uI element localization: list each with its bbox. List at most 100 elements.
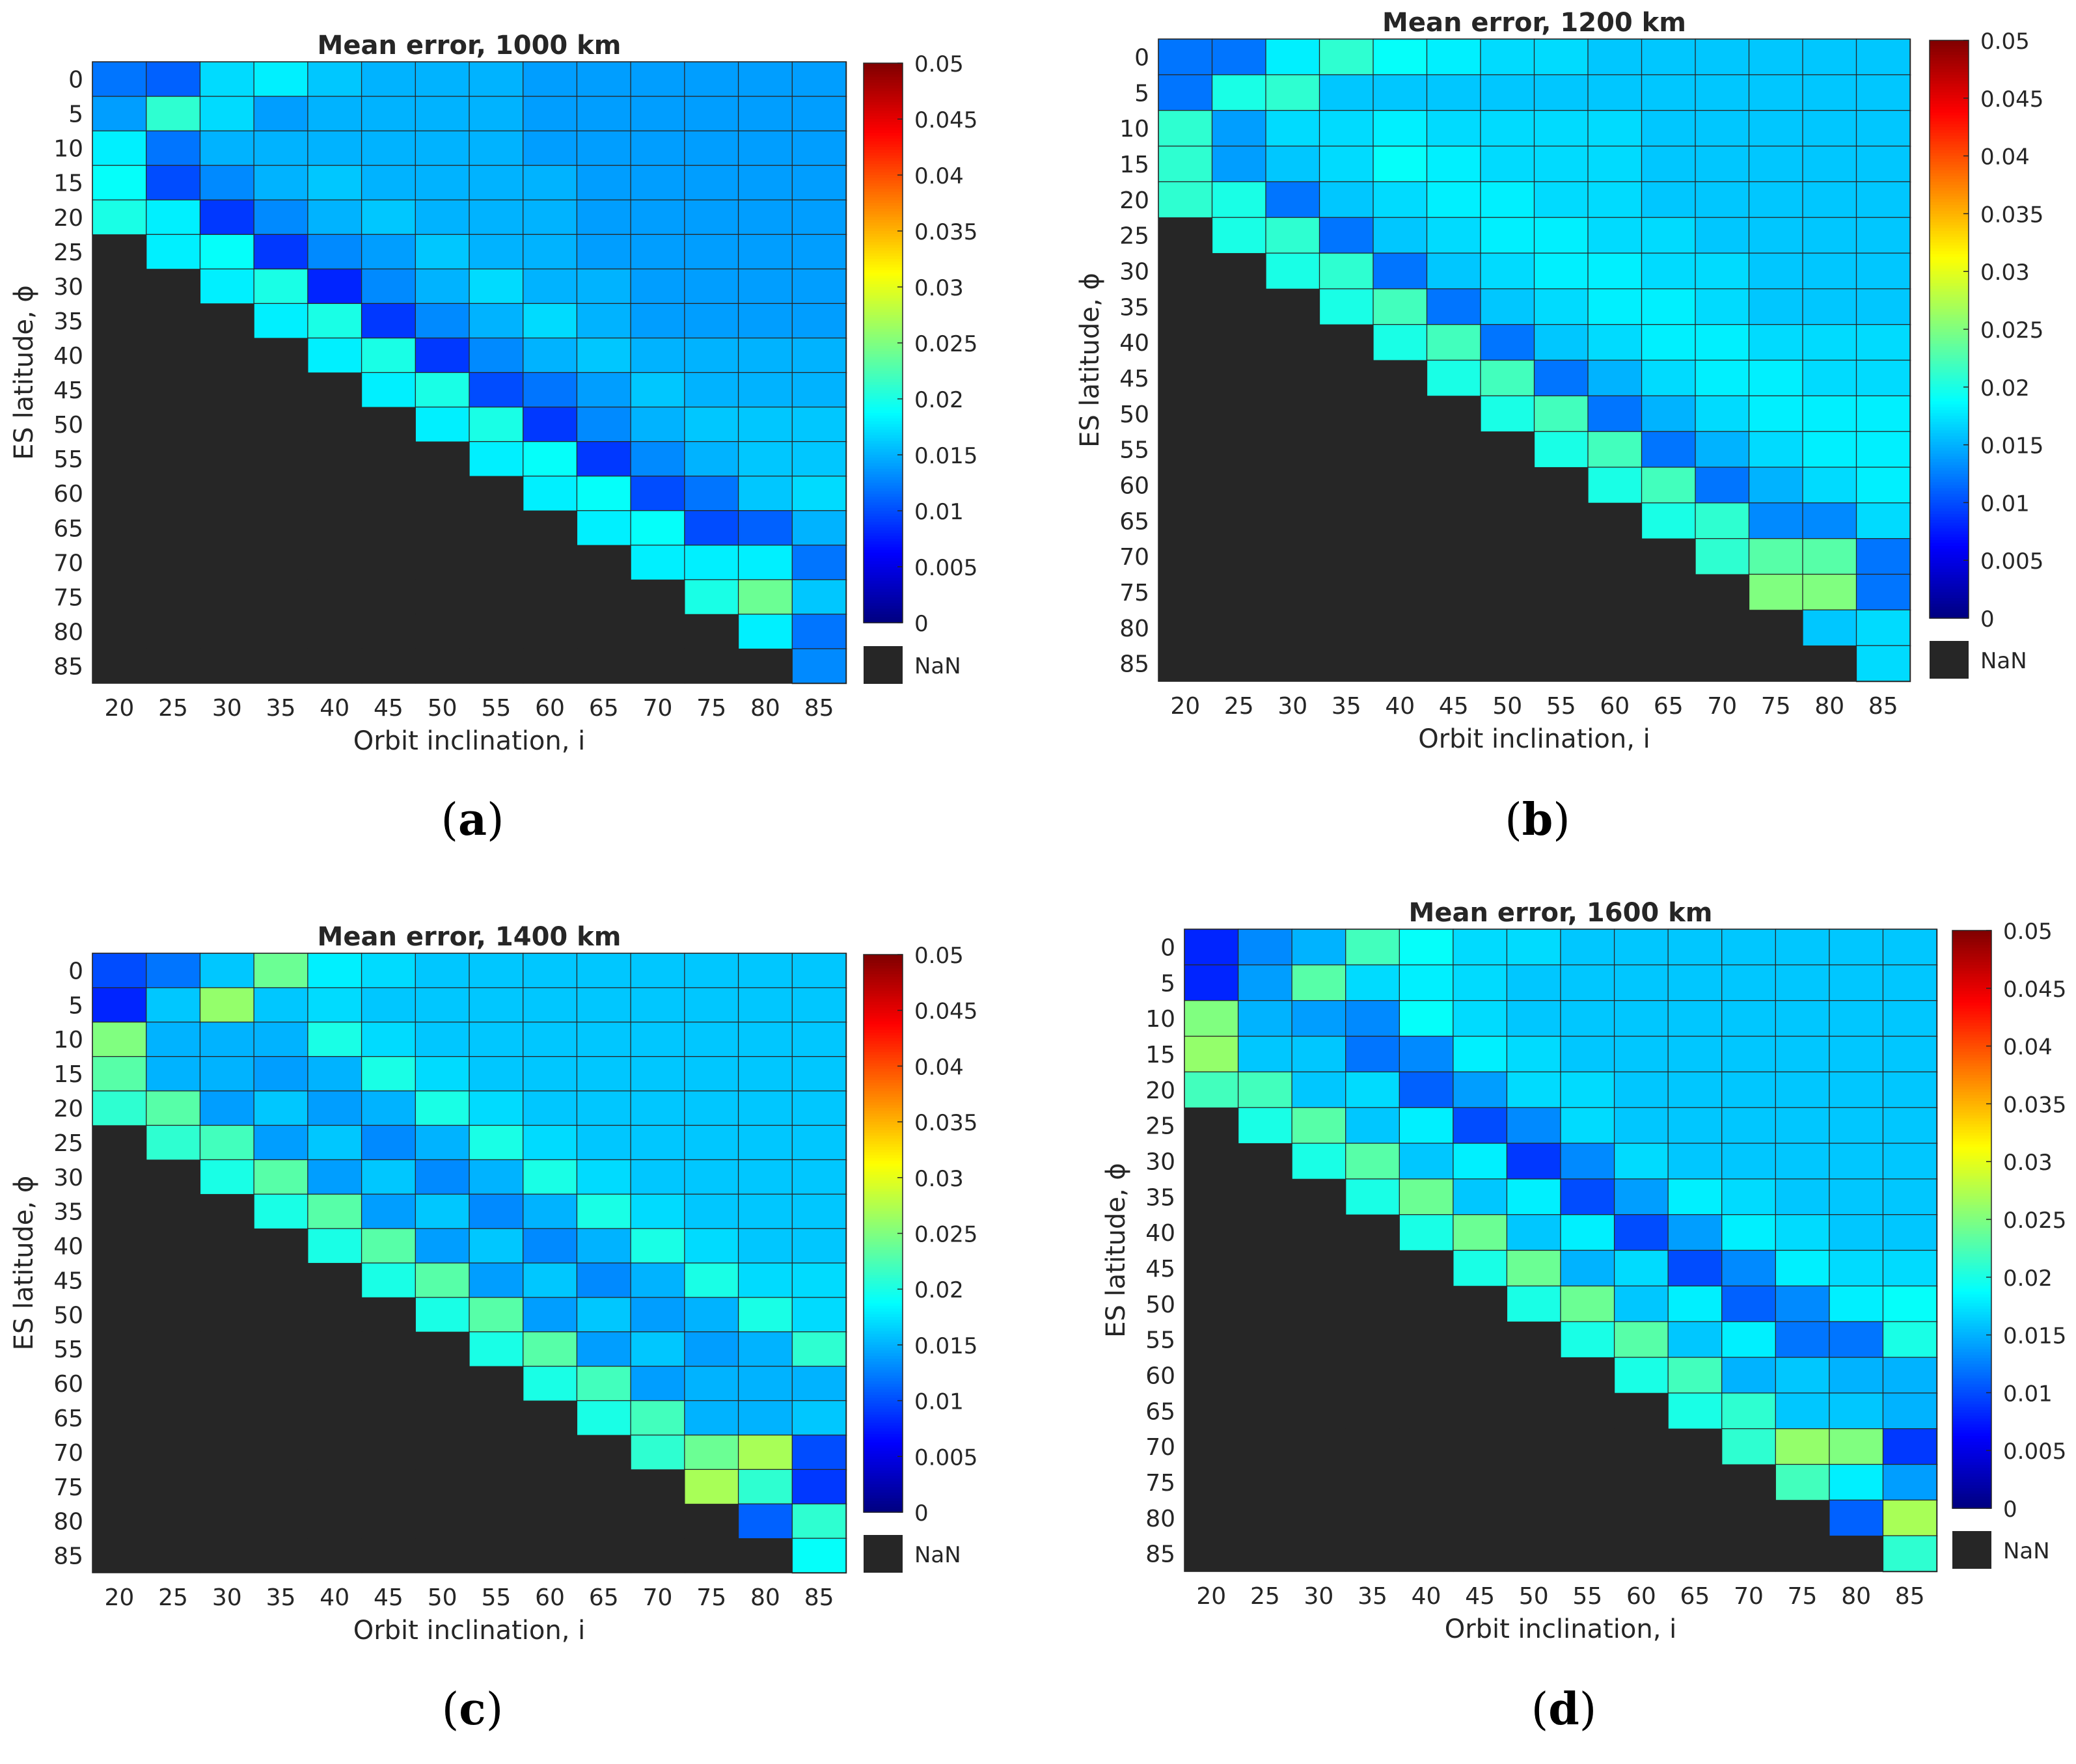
- heatmap-cell: [1560, 1214, 1615, 1251]
- colorbar-step: [864, 301, 903, 305]
- colorbar-step: [1930, 159, 1969, 163]
- heatmap-cell-nan: [1184, 1214, 1239, 1251]
- colorbar-step: [1930, 274, 1969, 278]
- x-tick-label: 30: [1304, 1583, 1334, 1610]
- heatmap-cell: [1721, 1000, 1777, 1037]
- heatmap-cell-nan: [577, 1504, 631, 1539]
- heatmap-cell: [1855, 110, 1911, 147]
- heatmap-cell: [1748, 395, 1804, 433]
- heatmap-cell: [1882, 1178, 1938, 1215]
- colorbar-step: [864, 284, 903, 288]
- heatmap-cell-nan: [200, 1194, 254, 1229]
- heatmap-cell: [523, 1331, 578, 1367]
- heatmap-cell: [1211, 145, 1267, 183]
- heatmap-cell: [146, 1056, 201, 1092]
- x-axis-label: Orbit inclination, i: [1445, 1614, 1677, 1644]
- heatmap-cell-nan: [1775, 1500, 1830, 1536]
- colorbar-step: [1952, 1294, 1991, 1298]
- heatmap-cell: [199, 1056, 255, 1092]
- heatmap-cell-nan: [1641, 574, 1696, 610]
- panel-caption: (b): [1505, 794, 1570, 846]
- heatmap-cell: [469, 406, 524, 442]
- colorbar-tick-label: 0.05: [914, 943, 964, 969]
- colorbar-tick-label: 0.035: [2003, 1092, 2066, 1118]
- heatmap-cell-nan: [307, 1400, 362, 1436]
- colorbar-step: [864, 474, 903, 478]
- colorbar-step: [864, 1476, 903, 1480]
- heatmap-cell-nan: [307, 510, 362, 546]
- heatmap-cell-nan: [254, 1538, 308, 1573]
- heatmap-cell: [307, 337, 362, 373]
- heatmap-cell: [1373, 38, 1428, 76]
- colorbar-step: [864, 385, 903, 388]
- colorbar-step: [864, 1506, 903, 1510]
- heatmap-cell: [1426, 288, 1482, 325]
- heatmap-cell: [1480, 359, 1535, 397]
- colorbar-step: [864, 1063, 903, 1067]
- colorbar-step: [864, 1470, 903, 1474]
- heatmap-cell: [523, 953, 578, 989]
- colorbar-step: [1930, 482, 1969, 486]
- colorbar-step: [1952, 1395, 1991, 1400]
- colorbar-step: [864, 1071, 903, 1076]
- y-tick-label: 10: [1119, 116, 1149, 142]
- heatmap-cell-nan: [361, 1400, 416, 1436]
- heatmap-cell-nan: [469, 510, 524, 546]
- heatmap-cell-nan: [307, 1538, 362, 1573]
- heatmap-cell: [1345, 1035, 1400, 1073]
- colorbar-step: [864, 1060, 903, 1064]
- heatmap-cell-nan: [1238, 1392, 1292, 1430]
- colorbar-step: [864, 1107, 903, 1111]
- colorbar-step: [1952, 1433, 1991, 1437]
- colorbar-step: [1952, 1256, 1991, 1260]
- colorbar-step: [864, 91, 903, 95]
- heatmap-cell: [307, 1159, 362, 1195]
- heatmap-cell-nan: [254, 372, 308, 408]
- colorbar-step: [864, 1110, 903, 1115]
- colorbar-step: [864, 424, 903, 427]
- colorbar-step: [864, 329, 903, 332]
- colorbar-step: [864, 973, 903, 978]
- colorbar-step: [1952, 1043, 1991, 1047]
- colorbar-step: [864, 203, 903, 207]
- heatmap-cell: [1695, 217, 1750, 254]
- heatmap-cell: [1318, 74, 1374, 111]
- heatmap-cell: [1587, 38, 1643, 76]
- heatmap-cell: [1480, 38, 1535, 76]
- heatmap-cell: [576, 476, 632, 511]
- heatmap-cell: [1748, 288, 1804, 325]
- heatmap-cell: [1882, 1071, 1938, 1109]
- colorbar-step: [864, 1266, 903, 1270]
- heatmap-cell: [1506, 1143, 1562, 1180]
- heatmap-cell-nan: [577, 1469, 631, 1504]
- y-tick-label: 30: [1145, 1148, 1175, 1175]
- heatmap-cell: [1775, 1035, 1831, 1073]
- heatmap-cell-nan: [1319, 396, 1374, 432]
- heatmap-cell: [1748, 431, 1804, 468]
- heatmap-cell: [415, 1159, 471, 1195]
- heatmap-cell-nan: [1561, 1464, 1615, 1500]
- x-tick-label: 75: [696, 1584, 726, 1611]
- heatmap-cell-nan: [146, 1469, 201, 1504]
- colorbar-step: [864, 186, 903, 190]
- heatmap-cell: [1641, 110, 1697, 147]
- heatmap-cell-nan: [361, 1538, 416, 1573]
- colorbar-step: [864, 1415, 903, 1418]
- colorbar-step: [1952, 1135, 1991, 1139]
- colorbar-step: [864, 1186, 903, 1189]
- colorbar-step: [1930, 392, 1969, 396]
- colorbar-step: [864, 396, 903, 400]
- heatmap-cell: [791, 1503, 847, 1540]
- colorbar-step: [864, 996, 903, 1000]
- heatmap-cell: [1291, 1143, 1346, 1180]
- colorbar-step: [864, 1317, 903, 1321]
- heatmap-cell-nan: [1668, 1500, 1723, 1536]
- colorbar-step: [864, 1439, 903, 1443]
- colorbar-step: [864, 561, 903, 565]
- colorbar-step: [1952, 1456, 1991, 1460]
- heatmap-cell: [791, 1056, 847, 1092]
- heatmap-cell: [684, 96, 739, 132]
- heatmap-cell: [791, 510, 847, 547]
- heatmap-cell-nan: [1668, 1428, 1723, 1465]
- colorbar-step: [864, 1309, 903, 1312]
